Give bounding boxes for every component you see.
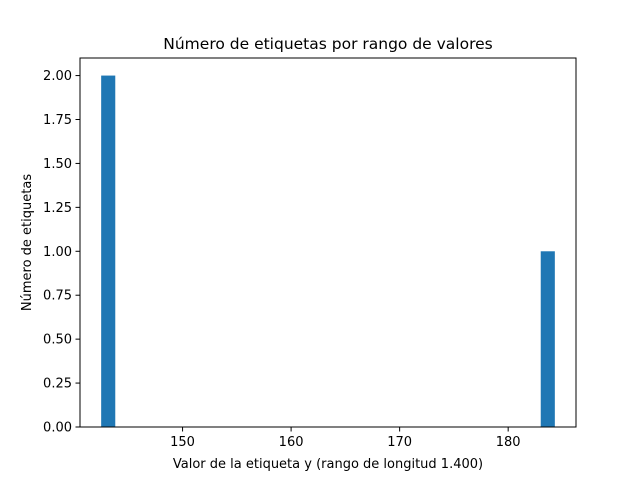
- bars-group: [101, 75, 555, 428]
- y-tick-label: 0.25: [43, 377, 72, 392]
- y-tick-label: 0.00: [43, 421, 72, 436]
- y-tick-label: 1.75: [43, 113, 72, 128]
- x-axis-ticks: 150 160 170 180: [170, 427, 521, 450]
- x-tick-label: 170: [387, 435, 412, 450]
- y-tick-label: 0.50: [43, 333, 72, 348]
- y-tick-label: 1.50: [43, 157, 72, 172]
- histogram-bar-1: [101, 75, 116, 428]
- x-tick-label: 150: [170, 435, 195, 450]
- y-tick-label: 0.75: [43, 289, 72, 304]
- y-tick-label: 1.25: [43, 201, 72, 216]
- histogram-bar-2: [540, 251, 555, 427]
- y-axis-label: Número de etiquetas: [20, 174, 35, 311]
- chart-title: Número de etiquetas por rango de valores: [163, 35, 492, 53]
- x-tick-label: 180: [496, 435, 521, 450]
- plot-frame: [79, 57, 577, 428]
- x-axis-label: Valor de la etiqueta y (rango de longitu…: [173, 457, 483, 472]
- y-tick-label: 1.00: [43, 245, 72, 260]
- x-tick-label: 160: [279, 435, 304, 450]
- y-axis-ticks: 0.00 0.25 0.50 0.75 1.00 1.25 1.50 1.75 2.00: [43, 69, 80, 436]
- y-tick-label: 2.00: [43, 69, 72, 84]
